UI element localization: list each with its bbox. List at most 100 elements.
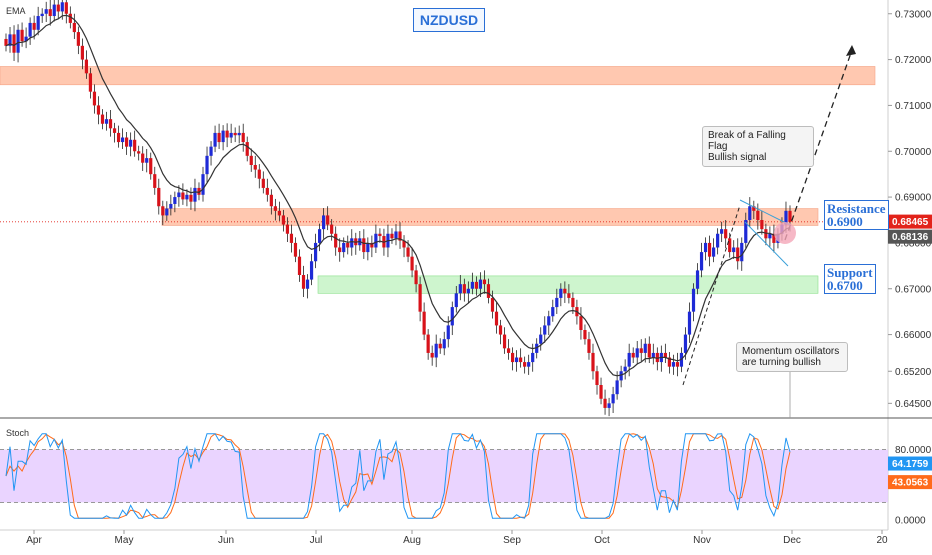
candle-body <box>619 371 623 381</box>
candle-body <box>229 132 233 138</box>
candle-body <box>563 288 567 294</box>
candle-body <box>394 231 398 239</box>
price-tick-label: 0.68000 <box>895 238 932 249</box>
resistance-label: Resistance 0.6900 <box>824 200 889 230</box>
candle-body <box>607 403 611 408</box>
candle-body <box>732 247 736 253</box>
candle-body <box>486 284 491 298</box>
candle-body <box>760 220 764 230</box>
candle-body <box>438 343 442 349</box>
candle-body <box>474 281 478 289</box>
candle-body <box>695 270 700 289</box>
candle-body <box>213 132 217 147</box>
candle-body <box>177 192 181 198</box>
breakout-circle <box>774 222 796 244</box>
candle-body <box>8 34 12 46</box>
candle-body <box>68 13 72 23</box>
candle-body <box>454 293 458 308</box>
candle-body <box>4 38 8 46</box>
candle-body <box>663 352 667 358</box>
symbol-title: NZDUSD <box>413 8 485 32</box>
candle-body <box>675 362 680 367</box>
candle-body <box>748 206 752 220</box>
candle-body <box>583 330 587 340</box>
candle-body <box>221 130 225 143</box>
time-tick-label: Sep <box>503 535 521 546</box>
candle-body <box>20 29 24 42</box>
time-tick-label: Dec <box>783 535 801 546</box>
upper-resistance-zone <box>0 66 876 86</box>
candle-body <box>28 22 32 37</box>
candle-body <box>125 137 129 147</box>
candle-body <box>189 194 193 202</box>
last-price-badge <box>888 214 932 229</box>
candle-body <box>44 9 48 14</box>
candle-body <box>181 192 185 200</box>
candle-body <box>265 187 269 195</box>
candle-body <box>591 352 595 372</box>
candle-body <box>269 194 273 207</box>
candle-body <box>655 352 659 363</box>
candle-body <box>133 139 137 152</box>
stoch-tick-label: 80.0000 <box>895 445 932 456</box>
price-tick-label: 0.67000 <box>895 284 932 295</box>
candle-body <box>434 343 438 358</box>
candle-body <box>691 288 696 312</box>
candle-body <box>137 151 141 154</box>
candle-body <box>281 215 286 225</box>
candle-body <box>410 256 414 271</box>
candle-body <box>153 174 157 188</box>
candle-body <box>643 343 647 353</box>
price-tick-label: 0.70000 <box>895 147 932 158</box>
price-tick-label: 0.65200 <box>895 367 932 378</box>
candle-body <box>84 59 89 74</box>
candle-body <box>32 22 36 30</box>
candle-body <box>426 334 430 353</box>
candle-body <box>543 325 547 335</box>
stoch-k-line <box>5 432 791 519</box>
candle-body <box>699 252 704 271</box>
candle-body <box>756 210 760 220</box>
candle-body <box>253 165 257 170</box>
candle-body <box>96 105 101 115</box>
candle-body <box>535 343 539 353</box>
candle-body <box>209 146 213 156</box>
time-tick-label: May <box>115 535 134 546</box>
candle-body <box>712 247 716 257</box>
candle-body <box>233 132 237 136</box>
candle-body <box>104 119 109 124</box>
candle-body <box>285 224 290 234</box>
price-tick-label: 0.64500 <box>895 399 932 410</box>
candle-body <box>92 91 97 106</box>
candle-body <box>639 348 643 353</box>
candle-body <box>406 247 410 257</box>
candle-body <box>313 242 318 262</box>
candle-body <box>683 334 688 353</box>
candle-body <box>36 16 40 30</box>
candle-body <box>539 334 543 344</box>
candle-body <box>52 4 56 17</box>
projection-arrowhead <box>846 45 856 56</box>
time-tick-label: Jul <box>310 535 323 546</box>
candle-body <box>587 339 591 353</box>
candle-body <box>470 281 474 289</box>
candle-body <box>740 242 744 262</box>
candle-body <box>418 284 422 312</box>
candle-body <box>567 293 571 298</box>
candle-body <box>76 32 80 46</box>
stoch-k-badge <box>888 456 932 471</box>
candle-body <box>736 247 740 262</box>
candle-body <box>16 29 20 53</box>
candle-body <box>494 311 499 326</box>
candle-body <box>245 142 249 156</box>
ema-indicator-label: EMA <box>6 6 26 16</box>
candle-body <box>579 316 583 330</box>
candle-body <box>108 119 113 129</box>
candle-body <box>374 233 378 248</box>
candle-body <box>205 155 209 175</box>
projection-arrow-line <box>784 49 853 241</box>
candle-body <box>478 279 483 289</box>
candle-body <box>88 73 93 92</box>
stoch-tick-label: 0.0000 <box>895 516 926 527</box>
